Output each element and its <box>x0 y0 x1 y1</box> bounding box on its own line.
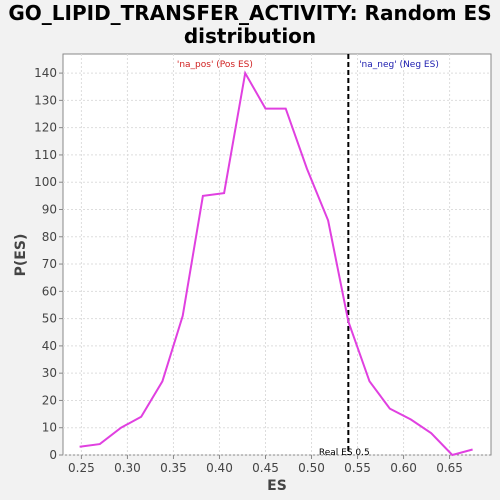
y-tick-label: 60 <box>42 284 57 298</box>
annotation-neg-es: 'na_neg' (Neg ES) <box>359 60 439 70</box>
chart-title-line2: distribution <box>184 24 316 48</box>
y-tick-label: 80 <box>42 230 57 244</box>
y-tick-label: 30 <box>42 366 57 380</box>
x-tick-label: 0.55 <box>344 461 371 475</box>
x-tick-label: 0.65 <box>436 461 463 475</box>
y-tick-label: 120 <box>34 121 57 135</box>
y-tick-label: 0 <box>49 448 57 462</box>
y-tick-label: 20 <box>42 393 57 407</box>
x-tick-label: 0.50 <box>298 461 325 475</box>
x-axis: 0.25 0.30 0.35 0.40 0.45 0.50 0.55 0.60 0.65 <box>68 455 463 475</box>
y-tick-label: 50 <box>42 312 57 326</box>
series-line <box>79 70 473 457</box>
annotation-pos-es: 'na_pos' (Pos ES) <box>177 60 253 70</box>
x-tick-label: 0.25 <box>68 461 95 475</box>
y-tick-label: 110 <box>34 148 57 162</box>
x-axis-label: ES <box>267 478 287 494</box>
real-es-label: Real ES 0.5 <box>319 448 370 458</box>
grid <box>63 54 491 456</box>
chart-title-line1: GO_LIPID_TRANSFER_ACTIVITY: Random ES <box>8 1 491 25</box>
y-tick-label: 40 <box>42 339 57 353</box>
y-tick-label: 130 <box>34 93 57 107</box>
x-tick-label: 0.40 <box>206 461 233 475</box>
y-tick-label: 140 <box>34 66 57 80</box>
x-tick-label: 0.45 <box>252 461 279 475</box>
y-tick-label: 100 <box>34 175 57 189</box>
x-tick-label: 0.60 <box>390 461 417 475</box>
y-axis: 0 10 20 30 40 50 60 70 80 90 100 110 120 130 140 <box>34 66 63 462</box>
y-axis-label: P(ES) <box>13 234 29 277</box>
plot-area <box>62 53 492 456</box>
x-tick-label: 0.30 <box>114 461 141 475</box>
y-tick-label: 90 <box>42 202 57 216</box>
x-tick-label: 0.35 <box>160 461 187 475</box>
y-tick-label: 10 <box>42 421 57 435</box>
y-tick-label: 70 <box>42 257 57 271</box>
